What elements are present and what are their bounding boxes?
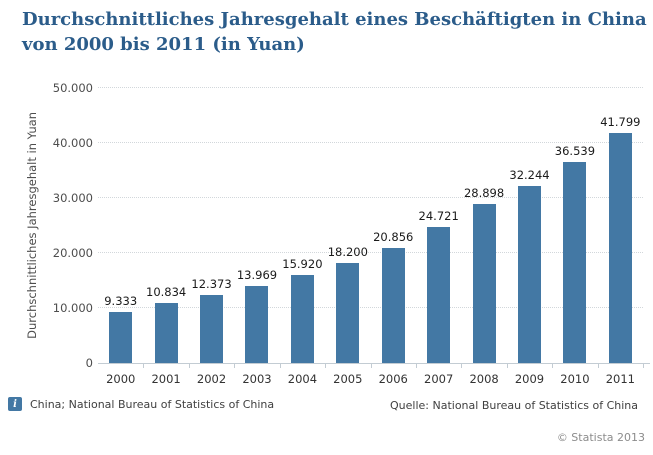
x-tick-label: 2010 [560, 372, 590, 386]
bar-2011 [608, 133, 632, 363]
gridline [98, 142, 643, 143]
x-tick-label: 2003 [242, 372, 272, 386]
bar-2000 [109, 311, 133, 363]
bar-slot: 10.834 [143, 285, 188, 363]
x-tick-label: 2005 [333, 372, 363, 386]
y-tick-label: 10.000 [52, 301, 93, 315]
x-axis-ticks [98, 364, 644, 368]
footer-description-row: i China; National Bureau of Statistics o… [8, 397, 274, 411]
value-label: 32.244 [509, 167, 550, 182]
y-tick-label: 0 [85, 356, 93, 370]
bar-slot: 9.333 [98, 294, 143, 363]
y-tick-label: 40.000 [52, 136, 93, 150]
gridline [98, 197, 643, 198]
y-tick-label: 50.000 [52, 81, 93, 95]
gridline [98, 252, 643, 253]
bar-2008 [472, 204, 496, 363]
x-tick-label: 2002 [196, 372, 227, 386]
x-tick-label: 2007 [424, 372, 454, 386]
plot-area: 9.333 10.834 12.373 13.969 15.920 18.200 20.85… [98, 87, 643, 363]
bar-2005 [336, 262, 360, 363]
bar-2010 [563, 162, 587, 363]
bar-slot: 32.244 [507, 168, 552, 363]
axis-tick [370, 364, 372, 368]
axis-tick [506, 364, 508, 368]
value-label: 13.969 [236, 268, 278, 283]
gridline [98, 87, 643, 88]
bar-slot: 24.721 [416, 209, 461, 363]
chart-title: Durchschnittliches Jahresgehalt eines Be… [22, 7, 647, 57]
gridline [98, 307, 643, 308]
y-axis-labels: 0 10.000 20.000 30.000 40.000 50.000 [30, 81, 93, 370]
bar-slot: 28.898 [461, 186, 506, 363]
bar-2002 [200, 294, 224, 363]
bar-2004 [290, 275, 314, 363]
footer-source: Quelle: National Bureau of Statistics of… [390, 399, 638, 412]
chart-title-line-2: von 2000 bis 2011 (in Yuan) [22, 34, 305, 55]
value-label: 12.373 [191, 276, 232, 291]
axis-tick [552, 364, 554, 368]
x-axis-labels: 2000 2001 2002 2003 2004 2005 2006 2007 2008 2009… [98, 372, 643, 386]
x-tick-label: 2011 [605, 372, 635, 386]
value-label: 41.799 [600, 115, 641, 130]
copyright-notice: © Statista 2013 [556, 431, 645, 444]
y-tick-label: 20.000 [52, 246, 93, 260]
value-label: 15.920 [282, 257, 323, 272]
axis-tick [143, 364, 145, 368]
axis-tick [415, 364, 417, 368]
bar-slot: 18.200 [325, 245, 370, 363]
bar-slot: 12.373 [189, 277, 234, 363]
bar-slot: 20.856 [371, 230, 416, 363]
bar-2009 [518, 185, 541, 363]
bar-2007 [427, 227, 451, 363]
bar-slot: 36.539 [552, 144, 597, 363]
x-tick-label: 2006 [378, 372, 408, 386]
x-tick-label: 2001 [151, 372, 181, 386]
axis-tick [461, 364, 463, 368]
x-tick-label: 2009 [514, 372, 545, 386]
value-label: 20.856 [373, 230, 414, 245]
value-label: 18.200 [327, 244, 368, 259]
bar-2006 [381, 248, 405, 363]
bar-2001 [154, 303, 178, 363]
axis-tick [234, 364, 236, 368]
value-label: 28.898 [463, 186, 505, 201]
bar-slot: 15.920 [280, 257, 325, 363]
value-label: 10.834 [146, 285, 187, 300]
bar-slot: 13.969 [234, 268, 279, 363]
chart-title-line-1: Durchschnittliches Jahresgehalt eines Be… [22, 9, 647, 30]
y-tick-label: 30.000 [52, 191, 93, 205]
axis-tick [325, 364, 327, 368]
value-label: 9.333 [104, 293, 138, 308]
footer-description: China; National Bureau of Statistics of … [30, 397, 275, 411]
x-tick-label: 2004 [287, 372, 318, 386]
x-tick-label: 2000 [106, 372, 136, 386]
value-label: 36.539 [554, 144, 596, 159]
bar-2003 [245, 286, 269, 363]
x-tick-label: 2008 [469, 372, 499, 386]
value-label: 24.721 [418, 209, 459, 224]
axis-tick [597, 364, 599, 368]
bar-slot: 41.799 [598, 115, 643, 363]
bars-row: 9.333 10.834 12.373 13.969 15.920 18.200 20.85… [98, 88, 643, 363]
x-axis-line [98, 363, 650, 364]
axis-tick [643, 364, 644, 368]
info-icon[interactable]: i [8, 397, 22, 411]
axis-tick [279, 364, 281, 368]
axis-tick [188, 364, 190, 368]
